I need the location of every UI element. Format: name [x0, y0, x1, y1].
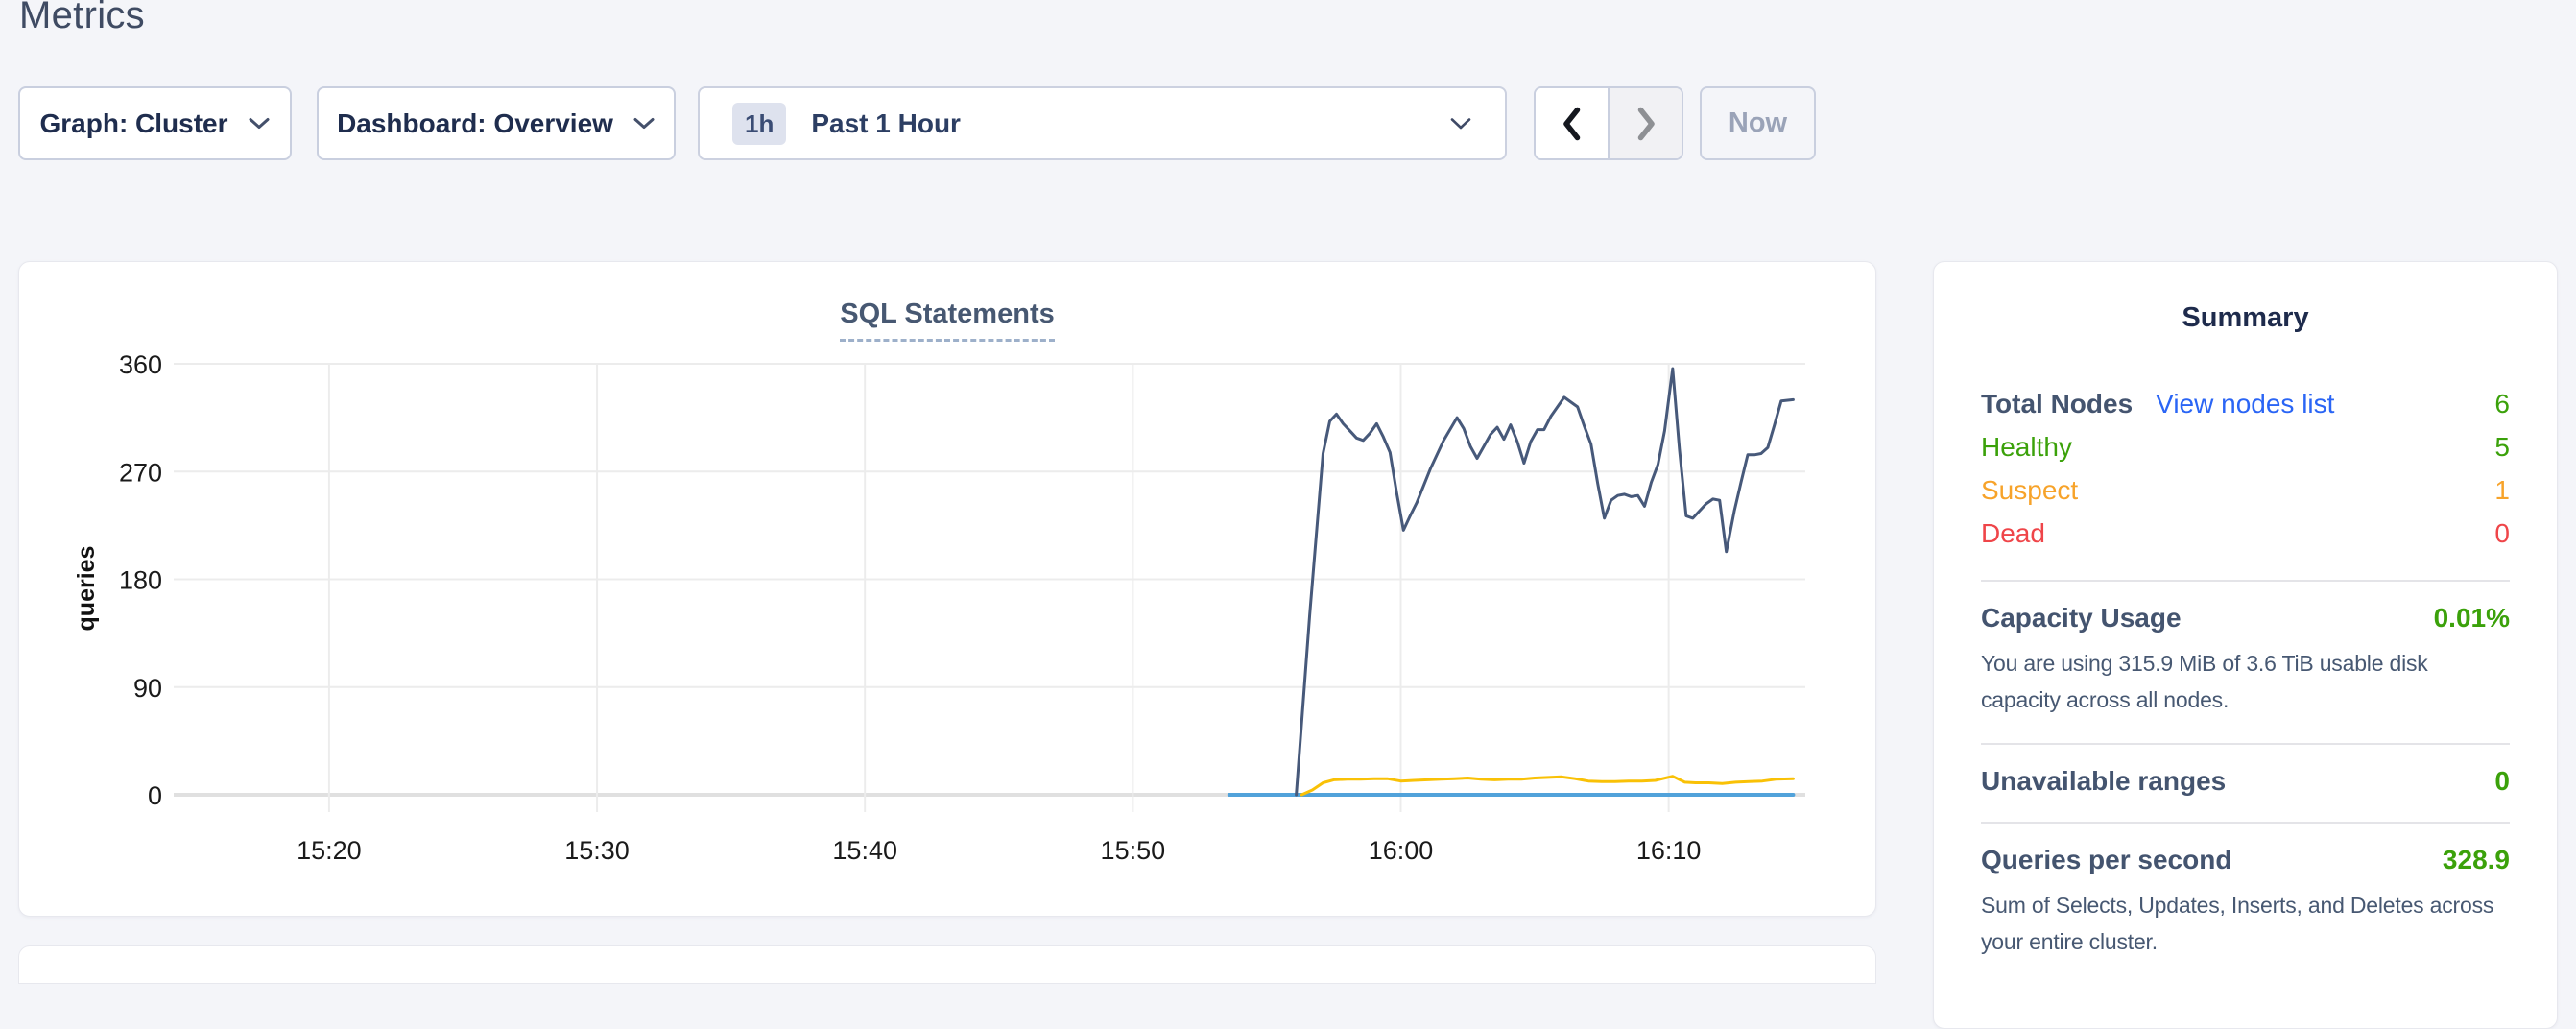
- page-title: Metrics: [19, 0, 145, 36]
- sql-statements-chart: 0 90 180 270 360 15:20 15:30 15:40 15:50 16:00 16:…: [73, 350, 1805, 865]
- prev-time-button[interactable]: [1536, 88, 1608, 158]
- graph-dropdown[interactable]: Graph: Cluster: [18, 86, 292, 160]
- node-status-list: Total Nodes View nodes list 6 Healthy 5 Suspe…: [1981, 382, 2510, 555]
- x-tick-label: 16:00: [1369, 836, 1434, 865]
- next-chart-card-partial: [18, 945, 1876, 984]
- chart-title-row: SQL Statements: [19, 299, 1875, 342]
- y-tick-label: 90: [133, 674, 162, 703]
- node-row-label: Suspect: [1981, 474, 2079, 505]
- x-tick-label: 16:10: [1636, 836, 1702, 865]
- summary-section-caption: You are using 315.9 MiB of 3.6 TiB usabl…: [1981, 651, 2428, 712]
- summary-section-header: Unavailable ranges 0: [1981, 766, 2510, 797]
- summary-section-value: 328.9: [2442, 845, 2510, 874]
- node-row-label: Dead: [1981, 517, 2045, 548]
- summary-section-value: 0.01%: [2433, 603, 2510, 633]
- summary-section-label: Unavailable ranges: [1981, 766, 2227, 796]
- chevron-down-icon: [1450, 117, 1471, 129]
- x-tick-label: 15:20: [297, 836, 362, 865]
- summary-section-unavailable-ranges: Unavailable ranges 0: [1981, 766, 2510, 797]
- series-dark-navy: [1295, 367, 1795, 797]
- summary-panel: Summary Total Nodes View nodes list 6 Healt…: [1933, 261, 2558, 1029]
- time-range-badge: 1h: [732, 102, 787, 145]
- x-tick-label: 15:40: [832, 836, 897, 865]
- summary-section-label: Queries per second: [1981, 845, 2232, 874]
- y-axis-label: queries: [73, 546, 100, 632]
- y-tick-label: 0: [148, 781, 162, 810]
- summary-section-capacity-usage: Capacity Usage 0.01% You are using 315.9 M…: [1981, 603, 2510, 718]
- summary-sections: Capacity Usage 0.01% You are using 315.9 M…: [1981, 580, 2510, 960]
- summary-title: Summary: [2182, 302, 2309, 333]
- summary-divider: [1981, 580, 2510, 582]
- y-tick-label: 360: [119, 350, 162, 379]
- y-tick-label: 180: [119, 566, 162, 595]
- summary-section-label: Capacity Usage: [1981, 603, 2182, 633]
- node-row-value: 1: [2494, 474, 2510, 505]
- node-row-value: 5: [2494, 431, 2510, 462]
- sql-statements-card: SQL Statements 0 90 180 270 360 15:20 15:30 15:…: [18, 261, 1876, 917]
- chevron-down-icon: [633, 117, 655, 129]
- node-status-row-total-nodes: Total Nodes View nodes list 6: [1981, 382, 2510, 425]
- node-status-row-suspect: Suspect 1: [1981, 468, 2510, 512]
- node-row-value: 6: [2494, 388, 2510, 419]
- summary-divider: [1981, 822, 2510, 824]
- dashboard-dropdown[interactable]: Dashboard: Overview: [317, 86, 676, 160]
- summary-section-value: 0: [2494, 766, 2510, 796]
- x-tick-label: 15:50: [1101, 836, 1166, 865]
- summary-section-caption: Sum of Selects, Updates, Inserts, and De…: [1981, 893, 2494, 954]
- series-yellow: [1300, 775, 1795, 797]
- node-row-label: Total Nodes: [1981, 388, 2134, 419]
- graph-dropdown-label: Graph: Cluster: [39, 108, 228, 138]
- summary-divider: [1981, 743, 2510, 745]
- chart-title[interactable]: SQL Statements: [840, 299, 1055, 342]
- x-tick-label: 15:30: [564, 836, 630, 865]
- node-row-value: 0: [2494, 517, 2510, 548]
- now-button[interactable]: Now: [1700, 86, 1816, 160]
- time-range-selector[interactable]: 1h Past 1 Hour: [698, 86, 1507, 160]
- summary-section-header: Capacity Usage 0.01%: [1981, 603, 2510, 634]
- node-status-row-healthy: Healthy 5: [1981, 425, 2510, 468]
- view-nodes-link[interactable]: View nodes list: [2156, 388, 2335, 419]
- node-status-row-dead: Dead 0: [1981, 512, 2510, 555]
- time-step-buttons: [1534, 86, 1683, 160]
- dashboard-dropdown-label: Dashboard: Overview: [337, 108, 613, 138]
- chevron-down-icon: [249, 117, 270, 129]
- summary-section-header: Queries per second 328.9: [1981, 845, 2510, 875]
- summary-section-queries-per-second: Queries per second 328.9 Sum of Selects, U…: [1981, 845, 2510, 960]
- time-range-label: Past 1 Hour: [811, 108, 961, 138]
- chevron-right-icon: [1637, 107, 1655, 140]
- next-time-button[interactable]: [1608, 88, 1682, 158]
- y-tick-label: 270: [119, 458, 162, 487]
- chevron-left-icon: [1562, 107, 1580, 140]
- node-row-label: Healthy: [1981, 431, 2072, 462]
